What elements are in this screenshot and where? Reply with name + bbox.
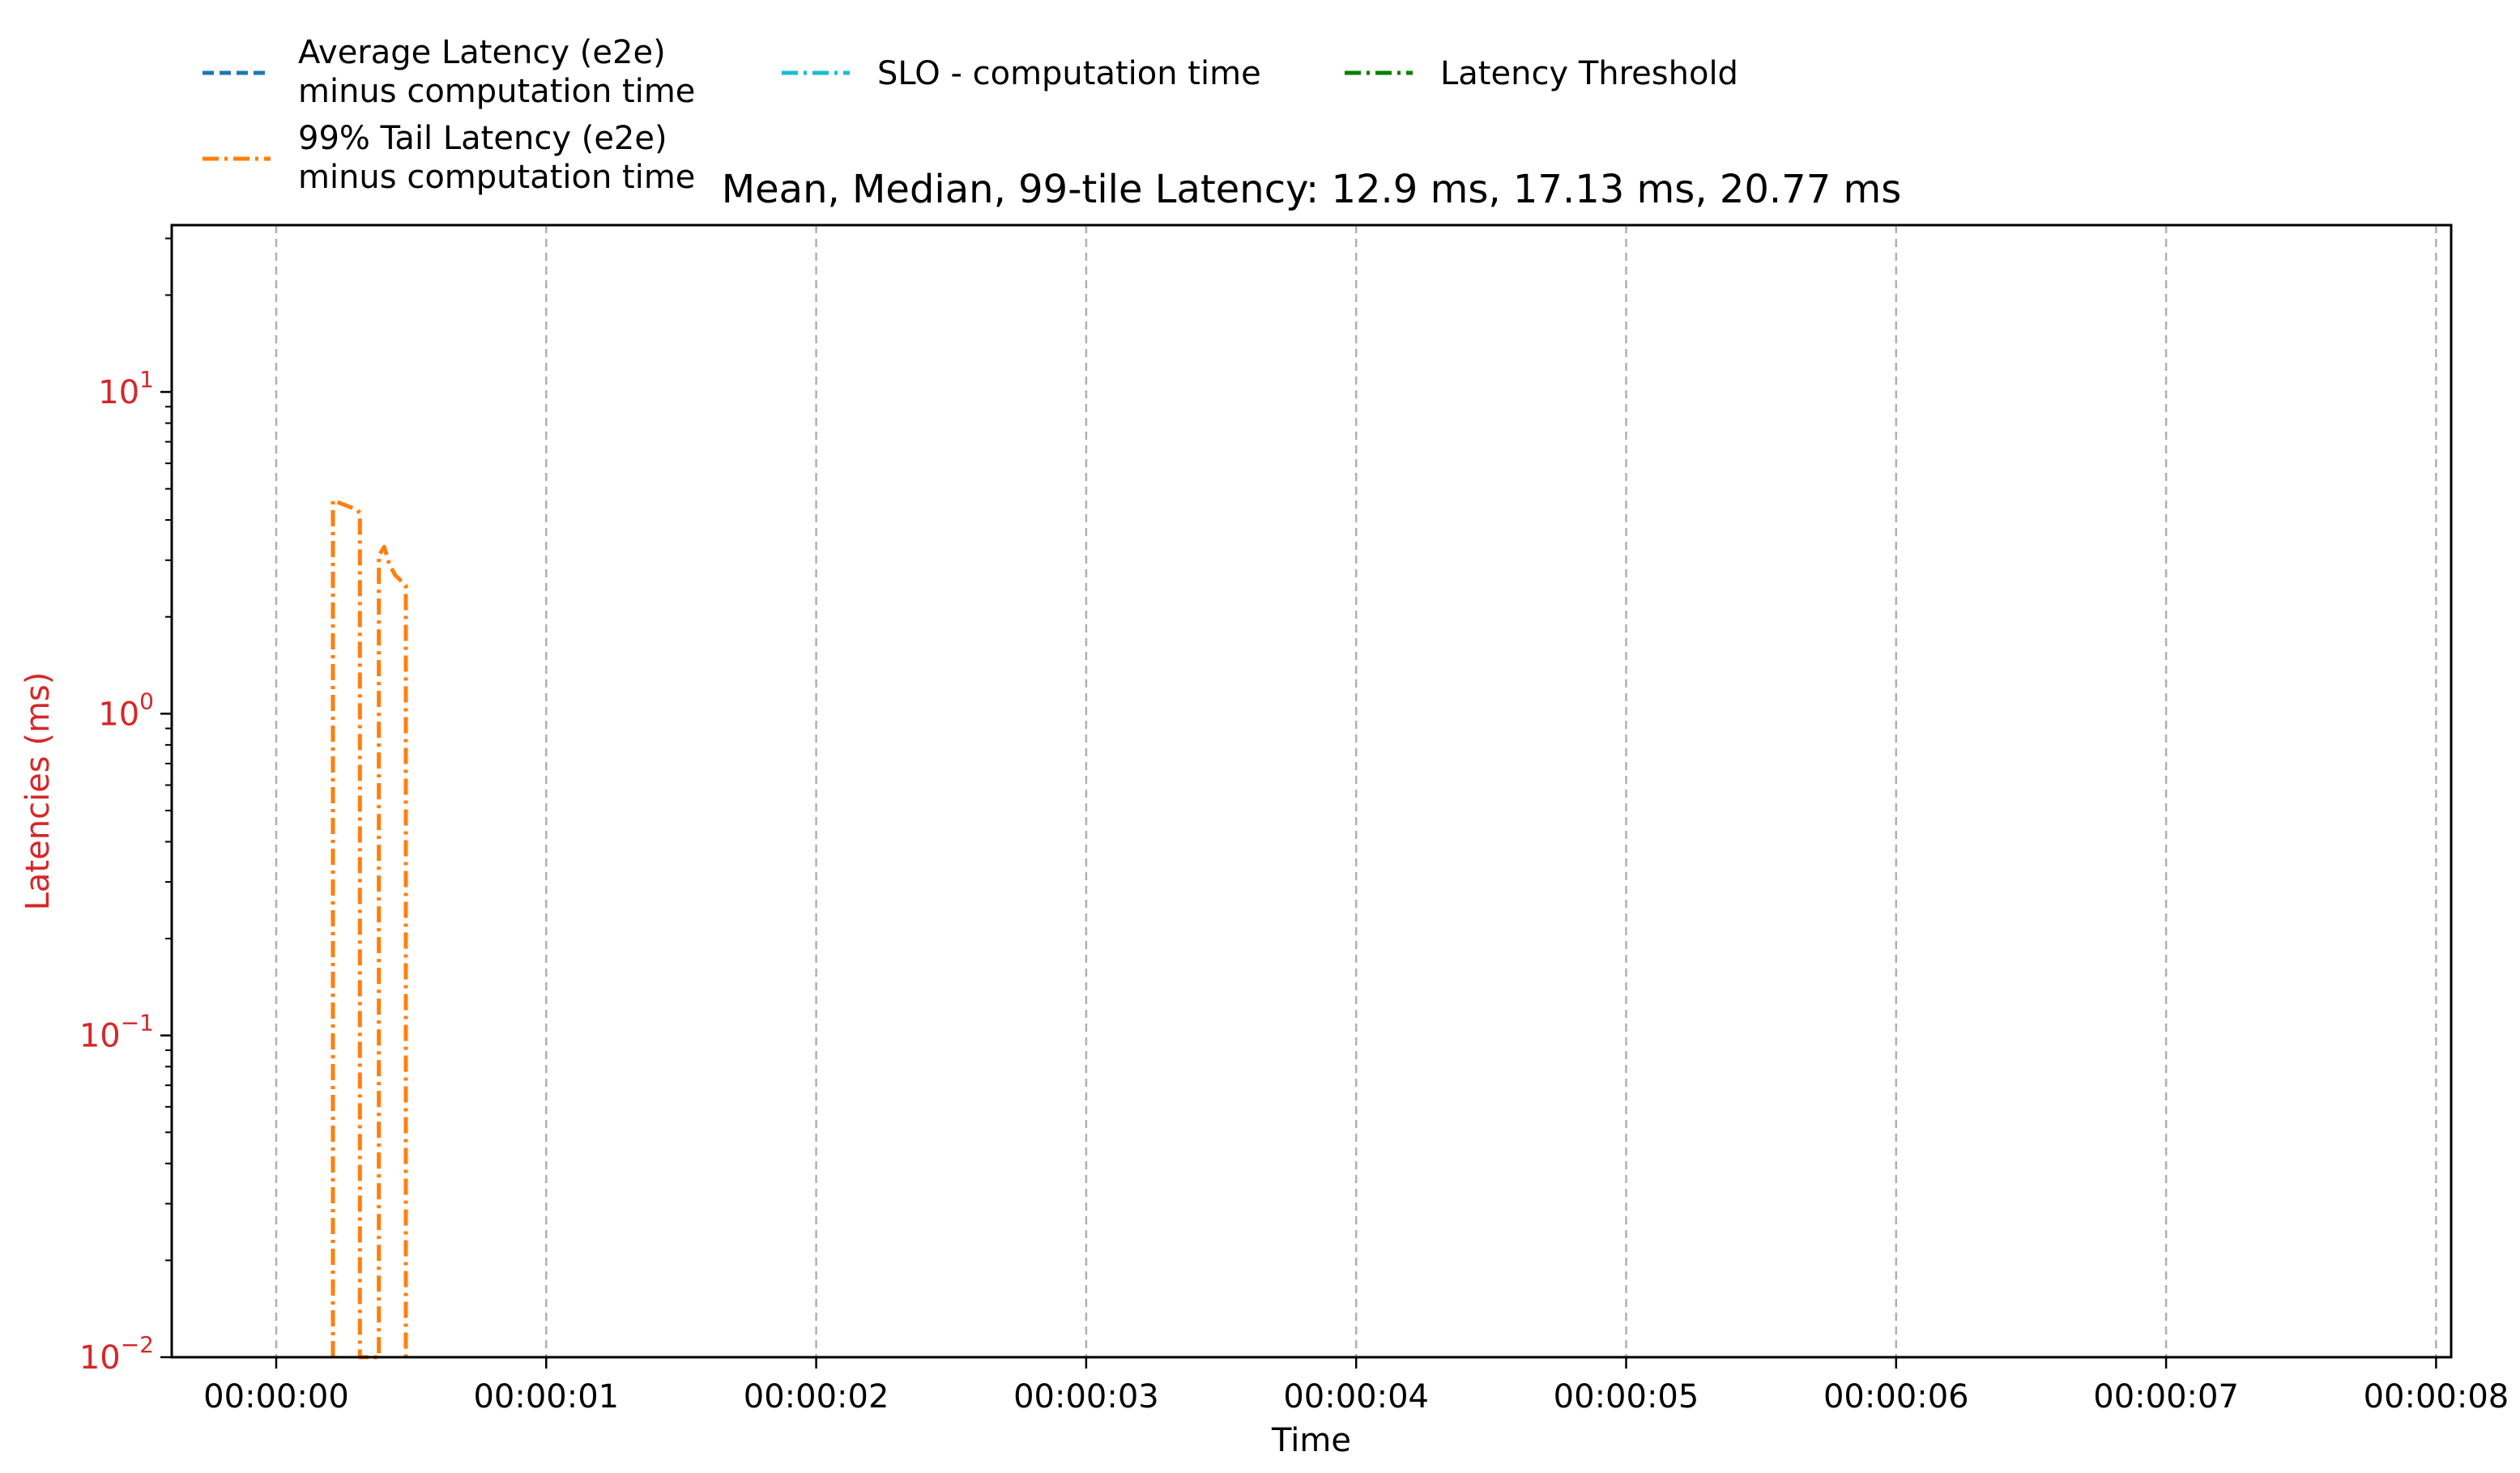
plot-series bbox=[330, 498, 408, 1360]
y-tick-label: 10−2 bbox=[79, 1331, 154, 1377]
legend-item: Average Latency (e2e) minus computation t… bbox=[203, 34, 695, 110]
y-tick-exponent: −1 bbox=[121, 1010, 154, 1037]
legend-label-line: Average Latency (e2e) bbox=[298, 34, 666, 71]
legend-label-line: 99% Tail Latency (e2e) bbox=[298, 120, 667, 157]
x-tick-label: 00:00:03 bbox=[1013, 1378, 1159, 1416]
legend-label: SLO - computation time bbox=[877, 55, 1261, 92]
legend-label-line: SLO - computation time bbox=[877, 55, 1261, 92]
gridlines bbox=[275, 225, 2437, 1357]
y-tick-exponent: 1 bbox=[139, 366, 154, 393]
x-tick-label: 00:00:05 bbox=[1554, 1378, 1699, 1416]
y-tick-label: 100 bbox=[98, 688, 154, 733]
y-tick-exponent: −2 bbox=[121, 1331, 154, 1358]
x-tick-label: 00:00:07 bbox=[2093, 1378, 2239, 1416]
legend-label-line: minus computation time bbox=[298, 159, 695, 196]
legend-item: 99% Tail Latency (e2e) minus computation … bbox=[203, 120, 695, 196]
legend-label-line: minus computation time bbox=[298, 73, 695, 110]
x-axis-label: Time bbox=[1271, 1422, 1351, 1459]
x-tick-label: 00:00:00 bbox=[203, 1378, 349, 1416]
legend-label: 99% Tail Latency (e2e) minus computation … bbox=[298, 120, 695, 196]
x-tick-label: 00:00:08 bbox=[2364, 1378, 2509, 1416]
x-axis-ticks: 00:00:00 00:00:01 00:00:02 00:00:03 00:00:04… bbox=[203, 1357, 2509, 1416]
x-tick-label: 00:00:02 bbox=[744, 1378, 889, 1416]
legend-label: Latency Threshold bbox=[1440, 55, 1738, 92]
y-axis-label: Latencies (ms) bbox=[19, 672, 57, 911]
x-tick-label: 00:00:04 bbox=[1283, 1378, 1429, 1416]
y-tick-exponent: 0 bbox=[139, 688, 154, 714]
plot-frame bbox=[170, 224, 2453, 1359]
y-tick-base: 10 bbox=[79, 1339, 121, 1377]
x-tick-label: 00:00:06 bbox=[1823, 1378, 1969, 1416]
y-tick-label: 10−1 bbox=[79, 1010, 154, 1055]
y-tick-label: 101 bbox=[98, 366, 154, 411]
x-tick-label: 00:00:01 bbox=[473, 1378, 619, 1416]
y-tick-base: 10 bbox=[98, 696, 139, 733]
y-tick-base: 10 bbox=[98, 374, 139, 411]
chart-title: Mean, Median, 99-tile Latency: 12.9 ms, … bbox=[722, 167, 1902, 212]
series-line-1 bbox=[330, 498, 408, 1360]
legend-label: Average Latency (e2e) minus computation t… bbox=[298, 34, 695, 110]
legend-label-line: Latency Threshold bbox=[1440, 55, 1738, 92]
legend-item: SLO - computation time bbox=[782, 55, 1261, 92]
legend-item: Latency Threshold bbox=[1345, 55, 1738, 92]
y-tick-base: 10 bbox=[79, 1018, 121, 1055]
legend: Average Latency (e2e) minus computation t… bbox=[203, 34, 1738, 196]
